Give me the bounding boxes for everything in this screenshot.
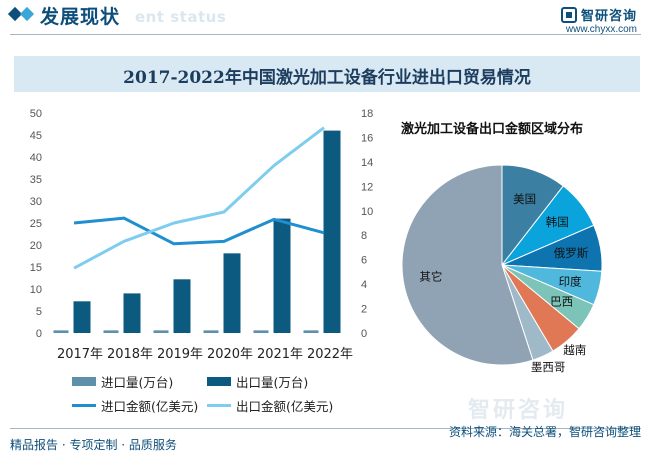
x-axis-category: 2019年 [157, 347, 203, 362]
pie-label: 巴西 [550, 295, 573, 309]
header-divider [10, 34, 641, 35]
legend-swatch [207, 404, 231, 407]
x-axis-category: 2020年 [207, 347, 253, 362]
brand-logo-icon [560, 6, 577, 23]
pie-label: 越南 [563, 343, 586, 357]
x-axis-category: 2021年 [257, 347, 303, 362]
right-axis-tick: 2 [361, 304, 367, 316]
right-axis-tick: 4 [361, 279, 367, 291]
pie-label: 其它 [419, 269, 442, 283]
left-axis-tick: 50 [30, 108, 42, 120]
line-export-value [73, 126, 325, 270]
x-axis-category: 2022年 [307, 347, 353, 362]
right-axis-tick: 16 [361, 132, 373, 144]
legend-item-import-value: 进口金额(亿美元) [72, 396, 198, 415]
bar-import-volume [53, 330, 69, 333]
brand-name: 智研咨询 [580, 9, 637, 24]
watermark: 智研咨询 [468, 398, 569, 423]
pie-label: 俄罗斯 [554, 246, 589, 260]
legend-label: 出口量(万台) [236, 375, 309, 390]
pie-label: 韩国 [546, 215, 569, 229]
right-axis-tick: 0 [361, 328, 367, 340]
left-axis-tick: 40 [30, 152, 42, 164]
x-axis-category: 2018年 [107, 347, 153, 362]
x-axis-category: 2017年 [57, 347, 103, 362]
left-axis-tick: 0 [36, 328, 42, 340]
right-axis-tick: 6 [361, 255, 367, 267]
legend-label: 进口金额(亿美元) [101, 399, 199, 414]
bar-export-volume [173, 279, 191, 333]
left-axis-tick: 30 [30, 196, 42, 208]
left-axis-tick: 20 [30, 240, 42, 252]
legend-swatch [72, 377, 96, 386]
pie-label: 印度 [559, 274, 582, 288]
legend-item-export-volume: 出口量(万台) [207, 372, 308, 391]
right-axis-tick: 14 [361, 157, 373, 169]
left-axis-tick: 35 [30, 174, 42, 186]
brand-url: www.chyxx.com [565, 24, 637, 35]
bar-export-volume [223, 253, 241, 333]
bar-export-volume [323, 130, 341, 333]
legend-item-import-volume: 进口量(万台) [72, 372, 173, 391]
bar-import-volume [303, 330, 319, 333]
legend-item-export-value: 出口金额(亿美元) [207, 396, 333, 415]
legend-label: 出口金额(亿美元) [236, 399, 334, 414]
chart-title: 2017-2022年中国激光加工设备行业进出口贸易情况 [123, 68, 531, 88]
bar-export-volume [273, 218, 291, 333]
brand: 智研咨询 www.chyxx.com [560, 5, 637, 35]
bar-export-volume [123, 293, 141, 333]
section-title: 发展现状 [40, 6, 121, 28]
line-import-value [73, 216, 325, 246]
left-axis-tick: 10 [30, 284, 42, 296]
chart-title-band: 2017-2022年中国激光加工设备行业进出口贸易情况 [14, 56, 640, 92]
left-axis-tick: 5 [36, 306, 42, 318]
pie-label: 墨西哥 [531, 360, 566, 374]
bar-import-volume [103, 330, 119, 333]
legend-swatch [207, 377, 231, 386]
left-axis-tick: 15 [30, 262, 42, 274]
header: ent status 发展现状 智研咨询 www.chyxx.com [0, 0, 651, 36]
left-axis-tick: 45 [30, 130, 42, 142]
right-axis-tick: 8 [361, 230, 367, 242]
header-bg-text: ent status [135, 8, 227, 26]
bar-import-volume [153, 330, 169, 333]
bar-export-volume [73, 301, 91, 333]
legend-swatch [72, 404, 96, 407]
footer-slogan: 精品报告 · 专项定制 · 品质服务 [10, 438, 177, 452]
pie-title: 激光加工设备出口金额区域分布 [401, 122, 584, 137]
bar-import-volume [203, 330, 219, 333]
right-axis-tick: 18 [361, 108, 373, 120]
pie-label: 美国 [513, 192, 536, 206]
right-axis-tick: 12 [361, 181, 373, 193]
footer-source: 资料来源：海关总署，智研咨询整理 [448, 425, 641, 439]
pie-slice [401, 164, 534, 366]
bar-import-volume [253, 330, 269, 333]
legend-label: 进口量(万台) [101, 375, 174, 390]
footer-divider [10, 428, 641, 429]
left-axis-tick: 25 [30, 218, 42, 230]
right-axis-tick: 10 [361, 206, 373, 218]
